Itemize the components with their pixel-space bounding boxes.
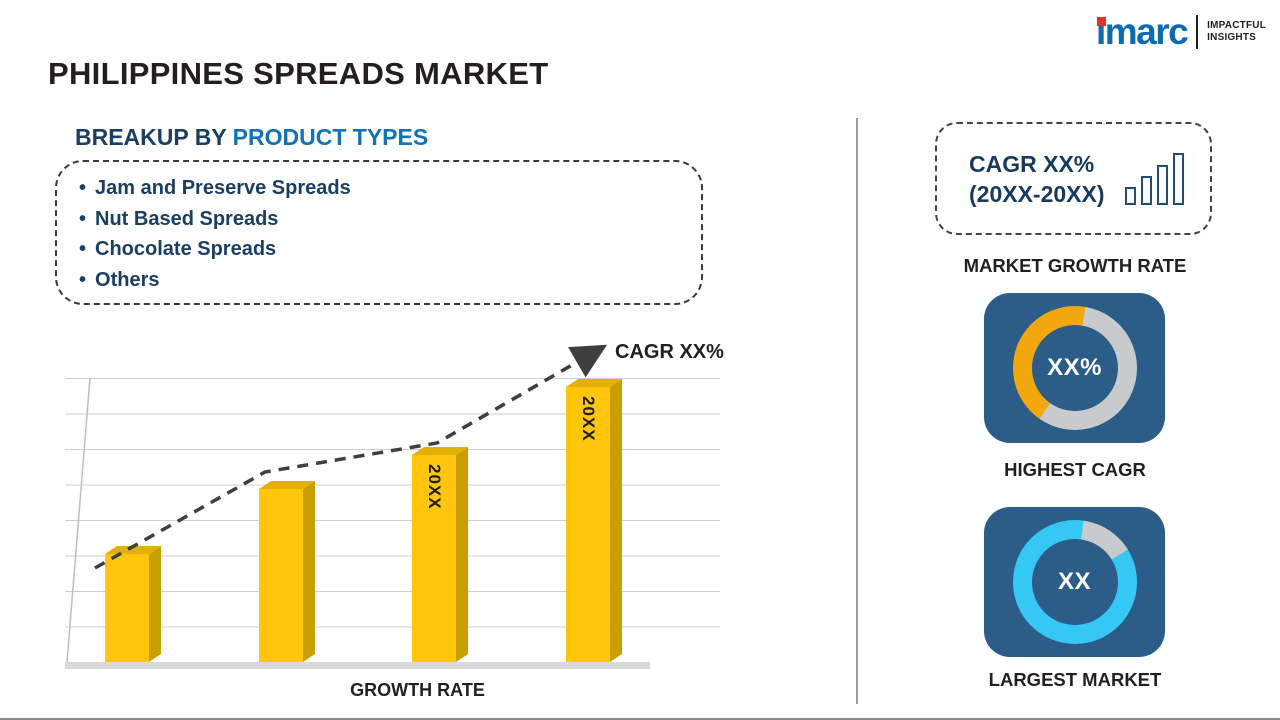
- bar-2: [259, 488, 303, 662]
- product-type-item: Nut Based Spreads: [79, 204, 701, 235]
- highest-cagr-card: XX%: [984, 293, 1165, 443]
- vertical-divider: [856, 118, 858, 704]
- highest-cagr-label: HIGHEST CAGR: [1004, 459, 1146, 480]
- bottom-border-line: [0, 718, 1280, 720]
- product-type-item: Jam and Preserve Spreads: [79, 173, 701, 204]
- cagr-summary-text: CAGR XX% (20XX-20XX): [969, 149, 1105, 209]
- logo-tagline: IMPACTFUL INSIGHTS: [1207, 20, 1266, 44]
- logo-tagline-line1: IMPACTFUL: [1207, 20, 1266, 31]
- bar-3-label: 20XX: [425, 463, 444, 510]
- page-title: PHILIPPINES SPREADS MARKET: [48, 56, 549, 91]
- product-types-box: Jam and Preserve Spreads Nut Based Sprea…: [55, 160, 703, 305]
- cagr-line2: (20XX-20XX): [969, 180, 1105, 207]
- imarc-logo: imarc IMPACTFUL INSIGHTS: [1096, 12, 1266, 52]
- breakup-heading: BREAKUP BY PRODUCT TYPES: [75, 124, 428, 151]
- market-growth-rate-label: MARKET GROWTH RATE: [963, 255, 1187, 276]
- largest-market-label: LARGEST MARKET: [988, 669, 1162, 690]
- icon-bar-3: [1157, 164, 1168, 205]
- cagr-line1: CAGR XX%: [969, 150, 1095, 177]
- product-type-item: Chocolate Spreads: [79, 234, 701, 265]
- imarc-logo-wordmark: imarc: [1095, 11, 1189, 52]
- largest-market-donut-chart: XX: [1012, 520, 1137, 644]
- icon-bar-1: [1125, 186, 1136, 205]
- icon-bar-4: [1173, 152, 1184, 205]
- cagr-summary-box: CAGR XX% (20XX-20XX): [935, 122, 1212, 235]
- bar-4-label: 20XX: [579, 395, 598, 442]
- logo-brand-text: imarc: [1095, 11, 1189, 52]
- largest-market-value: XX: [1057, 568, 1091, 595]
- largest-market-card: XX: [984, 507, 1165, 657]
- product-types-list: Jam and Preserve Spreads Nut Based Sprea…: [57, 173, 701, 295]
- logo-divider: [1196, 15, 1199, 49]
- chart-axis: [66, 377, 91, 663]
- highest-cagr-value: XX%: [1047, 354, 1102, 381]
- breakup-heading-prefix: BREAKUP BY: [75, 124, 227, 150]
- bar-1: [105, 554, 149, 662]
- product-type-item: Others: [79, 265, 701, 296]
- logo-red-accent-icon: [1096, 17, 1106, 26]
- logo-tagline-line2: INSIGHTS: [1207, 32, 1256, 43]
- bar-3: 20XX: [412, 454, 456, 662]
- chart-x-axis-label: GROWTH RATE: [350, 680, 485, 700]
- growth-rate-bar-chart: 20XX 20XX: [65, 377, 720, 669]
- chart-floor: [65, 662, 650, 669]
- ascending-bar-chart-icon: [1125, 152, 1184, 205]
- bar-4: 20XX: [566, 386, 610, 662]
- icon-bar-2: [1141, 175, 1152, 205]
- trend-cagr-label: CAGR XX%: [615, 341, 724, 363]
- breakup-heading-highlight: PRODUCT TYPES: [232, 124, 429, 150]
- highest-cagr-donut-chart: XX%: [1012, 306, 1137, 430]
